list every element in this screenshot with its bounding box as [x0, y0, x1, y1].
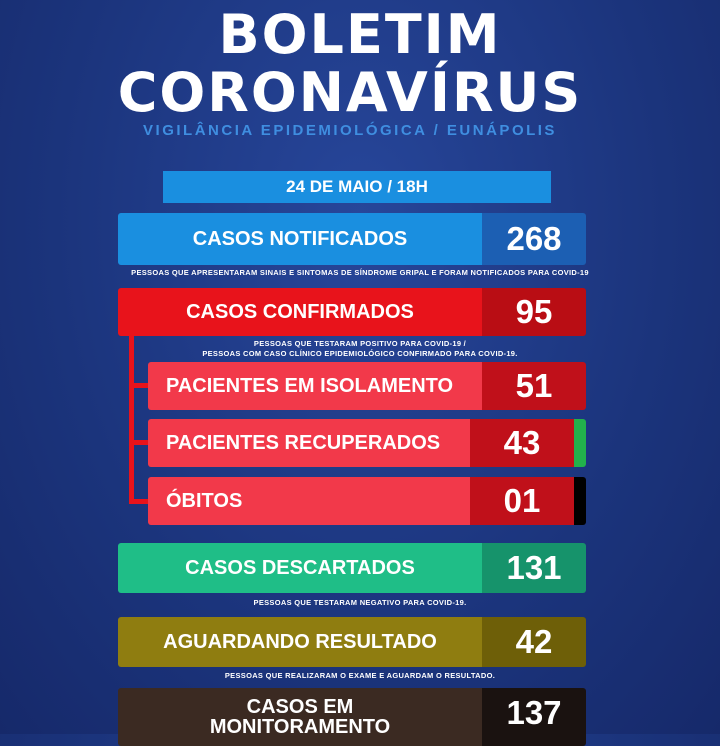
- connector-branch-isolamento: [129, 383, 149, 388]
- obitos-accent-bar: [574, 477, 586, 525]
- connector-vertical: [129, 336, 134, 504]
- note-aguardando-resultado: PESSOAS QUE REALIZARAM O EXAME E AGUARDA…: [224, 671, 496, 680]
- value-pacientes-recuperados: 43: [470, 419, 574, 467]
- connector-branch-recuperados: [129, 440, 149, 445]
- label-casos-monitoramento: CASOS EM MONITORAMENTO: [118, 688, 482, 746]
- label-pacientes-isolamento: PACIENTES EM ISOLAMENTO: [148, 362, 482, 410]
- value-obitos: 01: [470, 477, 574, 525]
- value-casos-confirmados: 95: [482, 288, 586, 336]
- value-casos-notificados: 268: [482, 213, 586, 265]
- label-casos-notificados: CASOS NOTIFICADOS: [118, 213, 482, 265]
- title-coronavirus: CORONAVÍRUS: [117, 61, 583, 124]
- label-monitoramento-line1: CASOS EM: [246, 696, 354, 718]
- subtitle: VIGILÂNCIA EPIDEMIOLÓGICA / EUNÁPOLIS: [143, 122, 557, 139]
- note-casos-descartados: PESSOAS QUE TESTARAM NEGATIVO PARA COVID…: [253, 598, 467, 607]
- note-casos-notificados: PESSOAS QUE APRESENTARAM SINAIS E SINTOM…: [131, 268, 589, 277]
- label-obitos: ÓBITOS: [148, 477, 470, 525]
- note-casos-confirmados-1: PESSOAS QUE TESTARAM POSITIVO PARA COVID…: [253, 339, 467, 348]
- label-monitoramento-line2: MONITORAMENTO: [209, 716, 391, 738]
- title-boletim: BOLETIM: [218, 3, 502, 66]
- row-casos-descartados: CASOS DESCARTADOS 131: [118, 543, 586, 593]
- value-casos-descartados: 131: [482, 543, 586, 593]
- value-aguardando-resultado: 42: [482, 617, 586, 667]
- row-obitos: ÓBITOS 01: [148, 477, 586, 525]
- date-banner: 24 DE MAIO / 18H: [163, 171, 551, 203]
- row-pacientes-recuperados: PACIENTES RECUPERADOS 43: [148, 419, 586, 467]
- connector-branch-obitos: [129, 499, 149, 504]
- label-aguardando-resultado: AGUARDANDO RESULTADO: [118, 617, 482, 667]
- label-casos-descartados: CASOS DESCARTADOS: [118, 543, 482, 593]
- label-pacientes-recuperados: PACIENTES RECUPERADOS: [148, 419, 470, 467]
- row-casos-monitoramento: CASOS EM MONITORAMENTO 137: [118, 688, 586, 746]
- label-casos-confirmados: CASOS CONFIRMADOS: [118, 288, 482, 336]
- note-casos-confirmados-2: PESSOAS COM CASO CLÍNICO EPIDEMIOLÓGICO …: [202, 349, 518, 358]
- row-casos-confirmados: CASOS CONFIRMADOS 95: [118, 288, 586, 336]
- value-pacientes-isolamento: 51: [482, 362, 586, 410]
- row-aguardando-resultado: AGUARDANDO RESULTADO 42: [118, 617, 586, 667]
- recuperados-accent-bar: [574, 419, 586, 467]
- value-casos-monitoramento: 137: [482, 688, 586, 746]
- row-pacientes-isolamento: PACIENTES EM ISOLAMENTO 51: [148, 362, 586, 410]
- row-casos-notificados: CASOS NOTIFICADOS 268: [118, 213, 586, 265]
